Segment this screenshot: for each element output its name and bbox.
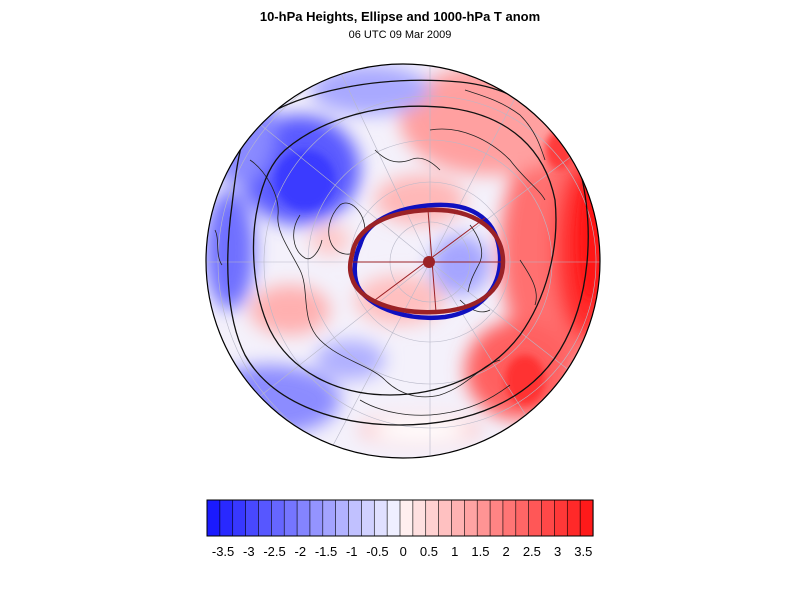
- colorbar-tick-label: 0: [400, 544, 407, 559]
- colorbar-bin: [399, 499, 414, 537]
- colorbar-tick-label: -1.5: [315, 544, 337, 559]
- colorbar-bin: [283, 499, 298, 537]
- colorbar-bin: [245, 499, 260, 537]
- colorbar-tick-label: -3.5: [212, 544, 234, 559]
- height-contours: [227, 79, 589, 426]
- globe-border: [205, 63, 601, 459]
- colorbar-frame: [206, 499, 594, 537]
- colorbar-tick-label: -3: [243, 544, 255, 559]
- colorbar-bin: [271, 499, 285, 537]
- colorbar-labels: -3.5 -3 -2.5 -2 -1.5 -1 -0.5 0 0.5 1 1.5 2 2.5 3 3.5: [212, 544, 593, 559]
- colorbar-bin: [541, 499, 556, 537]
- colorbar-bin: [348, 499, 362, 537]
- colorbar-bin: [579, 499, 594, 537]
- colorbar-tick-label: 2.5: [523, 544, 541, 559]
- map-title: 10-hPa Heights, Ellipse and 1000-hPa T a…: [259, 9, 541, 24]
- colorbar-tick-label: 0.5: [420, 544, 438, 559]
- vortex-ellipse: [347, 207, 506, 315]
- colorbar-bin: [296, 499, 311, 537]
- colorbar-tick-label: 2: [503, 544, 510, 559]
- colorbar-bin: [258, 499, 272, 537]
- colorbar-bin: [502, 499, 517, 537]
- colorbar-bin: [554, 499, 568, 537]
- ellipse-center-marker: [423, 256, 435, 268]
- colorbar-bin: [515, 499, 530, 537]
- colorbar-tick-label: 1: [451, 544, 458, 559]
- map-subtitle: 06 UTC 09 Mar 2009: [348, 29, 452, 41]
- colorbar-bin: [451, 499, 465, 537]
- colorbar-bin: [322, 499, 337, 537]
- colorbar-bin: [412, 499, 427, 537]
- colorbar-tick-label: -2.5: [263, 544, 285, 559]
- colorbar-tick-label: 3: [554, 544, 561, 559]
- colorbar-bin: [219, 499, 234, 537]
- colorbar-tick-label: 1.5: [471, 544, 489, 559]
- colorbar-tick-label: -2: [294, 544, 306, 559]
- colorbar-bin: [361, 499, 375, 537]
- colorbar-tick-label: 3.5: [574, 544, 592, 559]
- colorbar-bin: [489, 499, 504, 537]
- colorbar-bin: [476, 499, 491, 537]
- colorbar-bin: [438, 499, 453, 537]
- colorbar-bin: [335, 499, 350, 537]
- colorbar-bins: [206, 499, 594, 537]
- colorbar-bin: [464, 499, 478, 537]
- colorbar-tick-label: -0.5: [366, 544, 388, 559]
- colorbar-bin: [566, 499, 581, 537]
- colorbar-bin: [232, 499, 247, 537]
- colorbar-bin: [425, 499, 440, 537]
- colorbar-bin: [528, 499, 543, 537]
- colorbar-bin: [206, 499, 221, 537]
- colorbar-bin: [386, 499, 401, 537]
- colorbar-bin: [373, 499, 388, 537]
- colorbar-tick-label: -1: [346, 544, 358, 559]
- colorbar-bin: [309, 499, 324, 537]
